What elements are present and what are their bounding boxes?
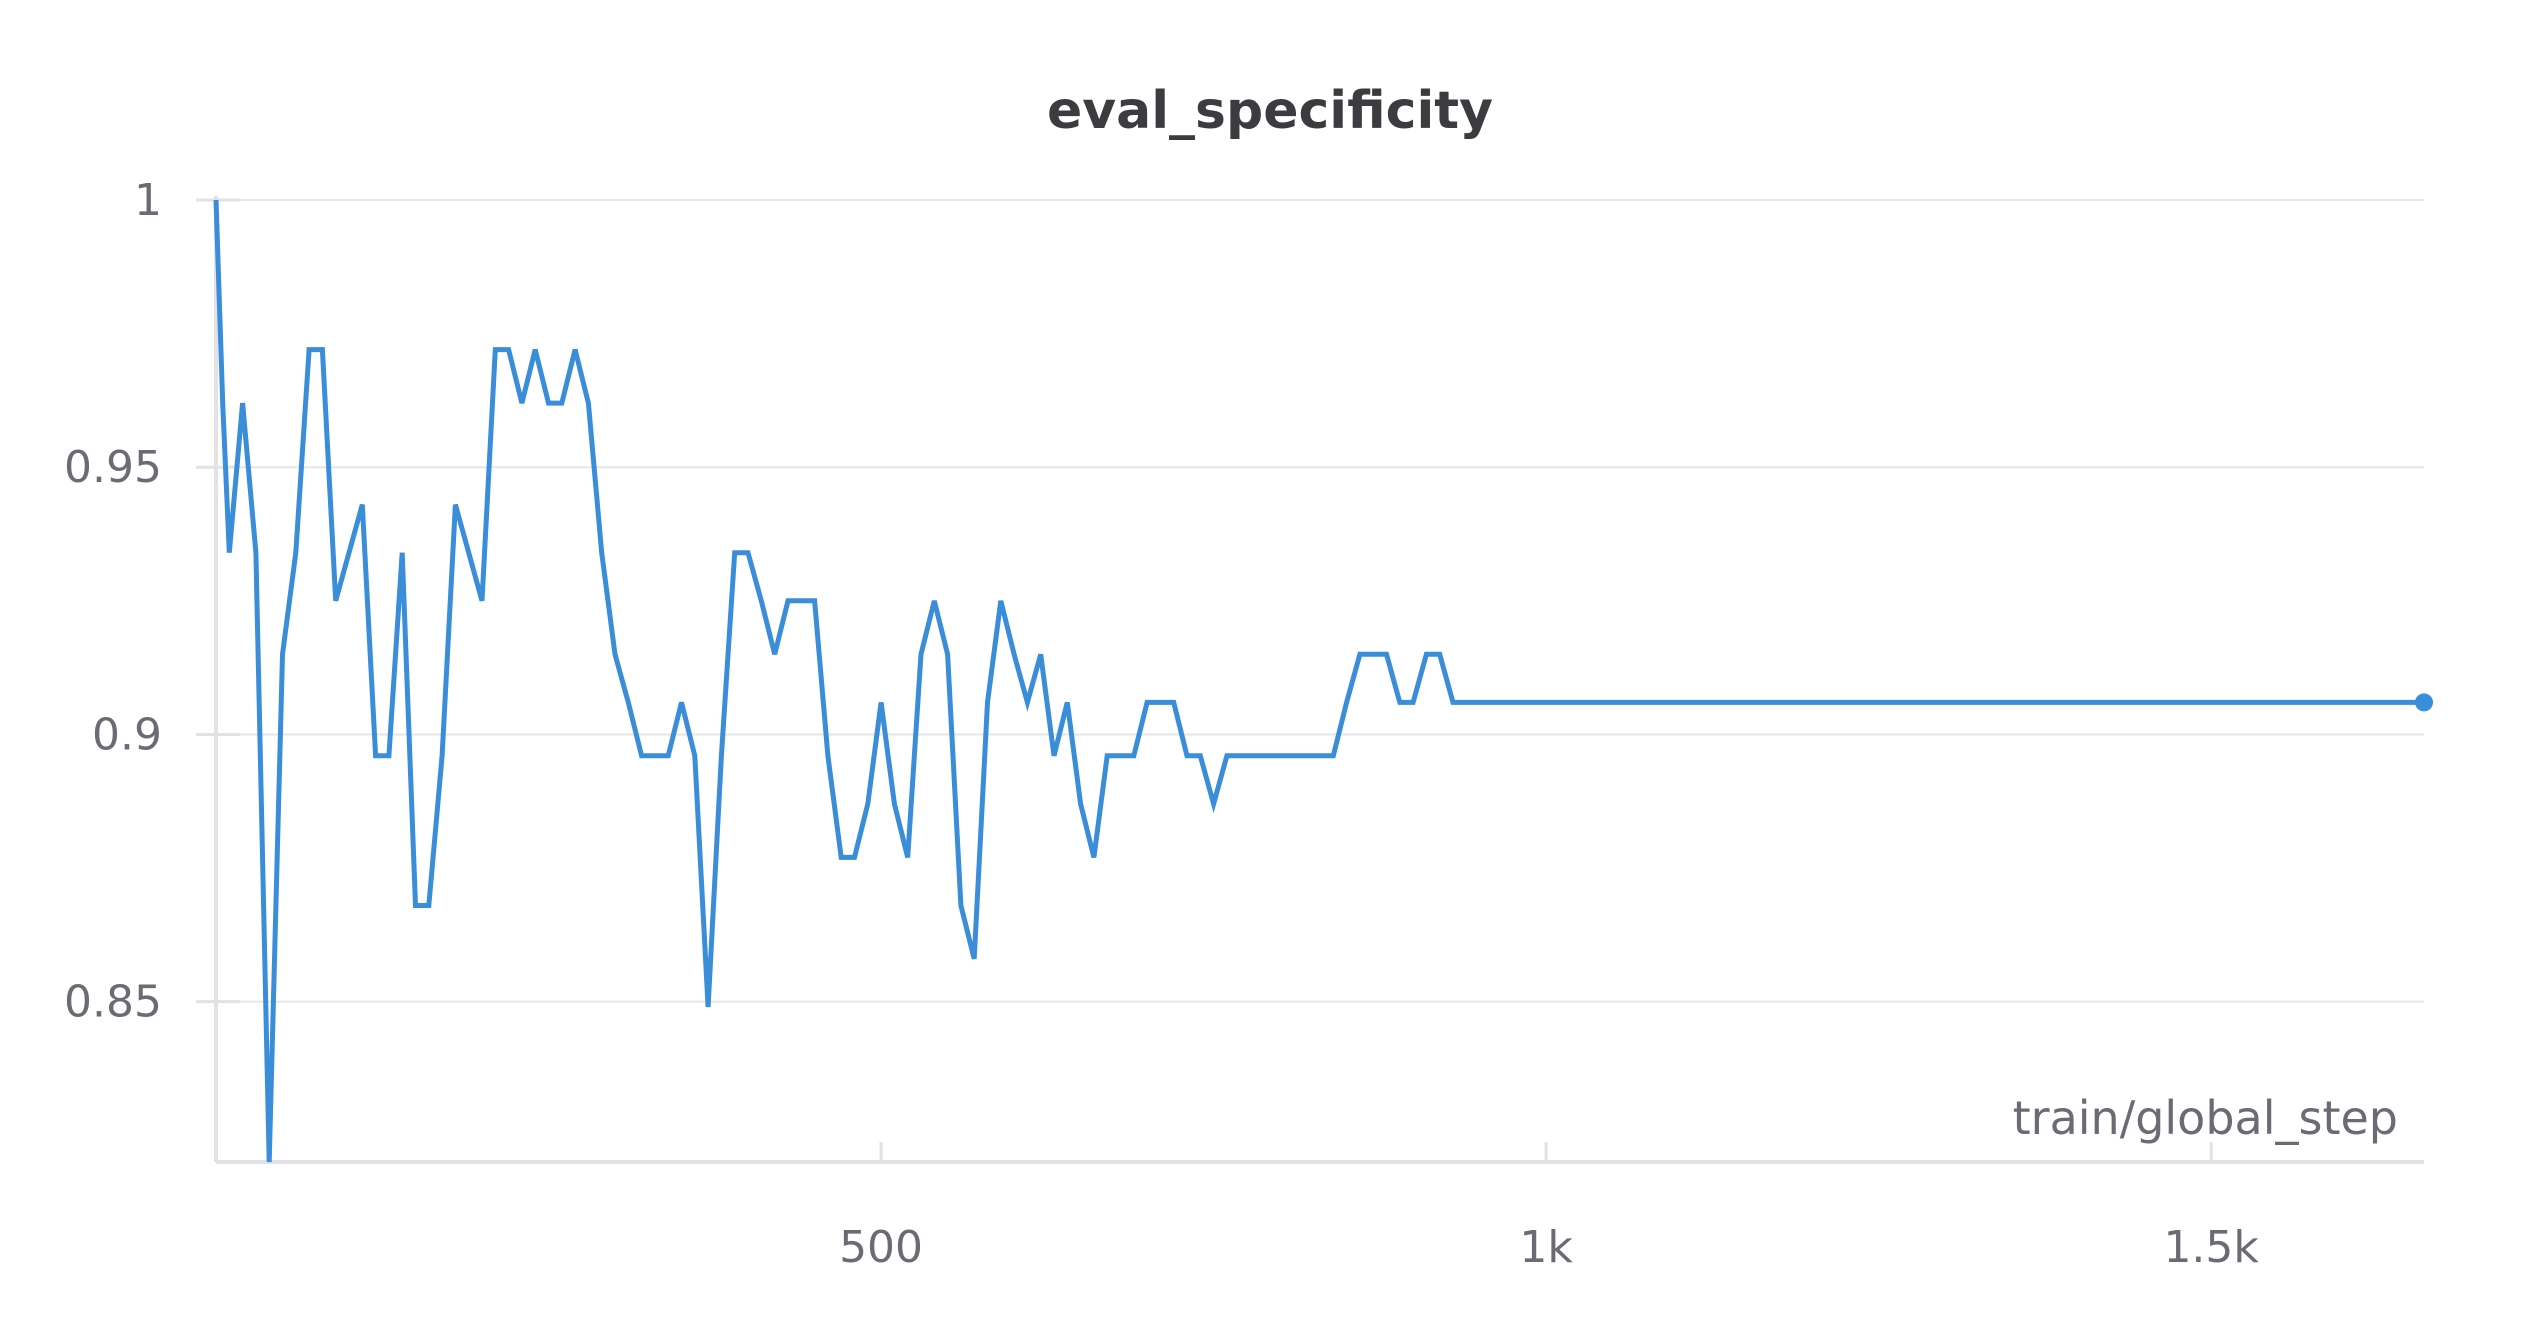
chart-title: eval_specificity [1047, 81, 1493, 141]
y-tick-label: 1 [134, 175, 162, 226]
last-point-marker[interactable] [2415, 693, 2433, 712]
x-tick-label: 1k [1519, 1222, 1573, 1273]
series-layer [213, 199, 2433, 1163]
x-tick-label: 1.5k [2163, 1222, 2259, 1273]
x-axis-ticks: 500 1k 1.5k [839, 1142, 2259, 1273]
x-axis-label: train/global_step [2013, 1091, 2398, 1145]
y-tick-label: 0.9 [92, 709, 162, 760]
series-line [213, 199, 2424, 1163]
y-tick-label: 0.85 [64, 977, 162, 1028]
x-tick-label: 500 [839, 1222, 923, 1273]
y-axis-ticks: 0.85 0.9 0.95 1 [64, 175, 240, 1028]
y-tick-label: 0.95 [64, 442, 162, 493]
grid [216, 199, 2424, 1003]
axes [214, 196, 2424, 1164]
